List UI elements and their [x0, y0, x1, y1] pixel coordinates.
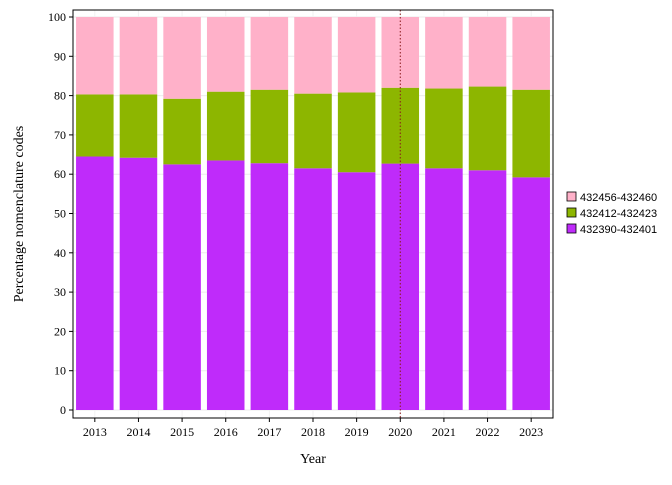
y-tick-label-70: 70 [54, 128, 66, 142]
bar-2015-series-0 [163, 164, 201, 411]
y-tick-label-30: 30 [54, 285, 66, 299]
bar-2021-series-0 [425, 168, 463, 410]
bar-2014-series-2 [119, 17, 158, 95]
legend-label: 432390-432401 [580, 224, 657, 236]
axes: 0 10 20 30 40 50 60 70 80 90 100 2013 2014 2015 2016 20… [48, 9, 554, 439]
y-tick-label-10: 10 [54, 364, 66, 378]
x-tick-label-2022: 2022 [476, 425, 500, 439]
bar-2019-series-0 [337, 172, 376, 410]
bar-2013-series-2 [76, 17, 114, 95]
bar-2017-series-2 [250, 17, 289, 90]
bar-2019-series-1 [337, 92, 376, 173]
bars [76, 17, 550, 411]
bar-2013-series-0 [76, 156, 114, 410]
bar-2022-series-2 [468, 17, 507, 87]
bar-2018-series-2 [294, 17, 332, 94]
bar-2017-series-1 [250, 89, 289, 164]
x-tick-label-2018: 2018 [301, 425, 325, 439]
legend-label: 432456-432460 [580, 192, 657, 204]
x-tick-label-2015: 2015 [170, 425, 194, 439]
y-tick-label-40: 40 [54, 246, 66, 260]
x-tick-label-2020: 2020 [388, 425, 412, 439]
y-tick-label-90: 90 [54, 49, 66, 63]
bar-2023-series-0 [512, 177, 550, 410]
bar-2023-series-2 [512, 17, 550, 90]
bar-2014-series-1 [119, 94, 158, 158]
x-tick-label-2013: 2013 [83, 425, 107, 439]
bar-2021-series-2 [425, 17, 463, 89]
x-tick-label-2023: 2023 [519, 425, 543, 439]
bar-2022-series-1 [468, 86, 507, 171]
bar-2016-series-1 [206, 91, 245, 161]
bar-2022-series-0 [468, 170, 507, 410]
x-tick-label-2014: 2014 [126, 425, 150, 439]
x-tick-label-2017: 2017 [257, 425, 281, 439]
legend-swatch [566, 191, 577, 202]
x-tick-label-2016: 2016 [214, 425, 238, 439]
y-tick-label-50: 50 [54, 207, 66, 221]
bar-2017-series-0 [250, 163, 289, 410]
bar-2018-series-1 [294, 93, 332, 169]
y-axis-title: Percentage nomenclature codes [12, 126, 27, 302]
legend-swatch [566, 223, 577, 234]
bar-2023-series-1 [512, 89, 550, 178]
bar-2015-series-2 [163, 17, 201, 99]
legend-label: 432412-432423 [580, 208, 657, 220]
bar-2019-series-2 [337, 17, 376, 93]
y-tick-label-60: 60 [54, 167, 66, 181]
legend-swatch [566, 207, 577, 218]
x-tick-label-2021: 2021 [432, 425, 456, 439]
bar-2018-series-0 [294, 168, 332, 410]
bar-2016-series-0 [206, 160, 245, 410]
y-tick-label-20: 20 [54, 324, 66, 338]
x-axis-title: Year [300, 452, 326, 467]
bar-2013-series-1 [76, 94, 114, 157]
bar-2016-series-2 [206, 17, 245, 92]
legend: 432456-432460 432412-432423 432390-432401 [566, 191, 657, 236]
bar-2014-series-0 [119, 157, 158, 410]
bar-2021-series-1 [425, 88, 463, 169]
x-tick-label-2019: 2019 [345, 425, 369, 439]
bar-2015-series-1 [163, 98, 201, 165]
y-tick-label-100: 100 [48, 10, 66, 24]
y-tick-label-0: 0 [60, 403, 66, 417]
y-tick-label-80: 80 [54, 89, 66, 103]
